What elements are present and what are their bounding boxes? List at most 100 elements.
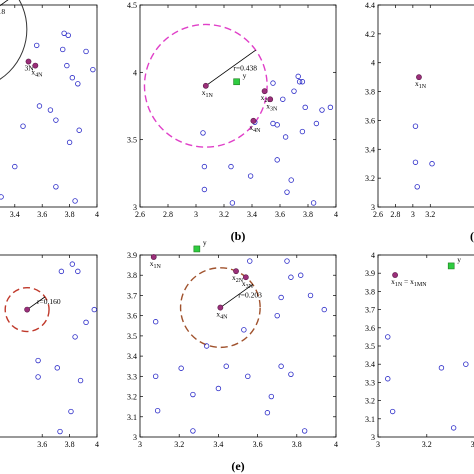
data-point	[274, 157, 280, 163]
x-tick-label: 4	[334, 440, 338, 449]
y-tick-label: 3.3	[127, 372, 137, 381]
data-point	[385, 376, 391, 382]
radius-label: 318	[0, 7, 5, 16]
data-point	[282, 134, 289, 140]
data-point	[203, 343, 210, 349]
data-point	[152, 319, 159, 325]
radius-line	[205, 49, 256, 87]
neighbor-label-main: x	[202, 88, 206, 97]
y-tick-label: 3	[371, 433, 375, 442]
panel-3: 2.62.833.233.23.43.63.844.24.4x1Ny(	[365, 1, 474, 243]
x-tick-label: 3.8	[292, 440, 302, 449]
y-tick-label: 4.5	[127, 1, 137, 10]
data-point	[313, 120, 320, 127]
query-label: y	[243, 71, 247, 80]
x-tick-label: 2.6	[135, 210, 145, 219]
neighbor-label: x3N	[266, 101, 278, 112]
data-point	[68, 408, 74, 415]
data-point	[288, 177, 294, 183]
data-point	[47, 107, 54, 113]
neighbor-label-main: x	[266, 101, 270, 110]
data-point	[291, 88, 297, 94]
y-tick-label: 3.2	[365, 174, 375, 183]
data-point	[299, 79, 306, 85]
panel-6: 3 3.2 3.4 3 3.1 3.2 3.3 3.4 3.5 3.6 3.7 3.8 3.9 4 x1N …	[365, 251, 474, 449]
panel-4: 3.6 3.8 4 r=0.160	[0, 254, 99, 449]
neighbor-label: x1N	[150, 259, 162, 270]
neighbor-point	[416, 74, 422, 81]
data-point	[278, 363, 284, 369]
data-point	[247, 173, 254, 179]
data-point	[83, 319, 89, 326]
y-tick-label: 3.9	[127, 251, 137, 260]
neighbor-point	[150, 254, 157, 260]
data-point	[58, 268, 65, 275]
y-tick-label: 3.6	[127, 312, 137, 321]
neighbor-label-sub: 2N	[236, 278, 244, 284]
data-point	[36, 103, 43, 109]
query-point	[233, 78, 240, 86]
x-tick-label: 3.6	[253, 440, 263, 449]
neighbor-label-main: x	[261, 93, 265, 102]
y-tick-label: 4	[371, 59, 375, 68]
neighbor-point	[261, 88, 268, 95]
data-point	[91, 306, 97, 313]
data-point	[65, 32, 71, 38]
y-tick-label: 3.8	[365, 88, 375, 97]
y-tick-label: 4	[133, 68, 137, 77]
data-point	[284, 258, 290, 264]
neighbor-label-main: x	[391, 277, 395, 286]
y-tick-label: 3.2	[127, 393, 137, 402]
data-point	[321, 306, 327, 313]
x-tick-label: 3.4	[10, 210, 20, 219]
x-tick-label: 3.4	[247, 210, 257, 219]
data-point	[53, 184, 59, 190]
data-point	[152, 373, 159, 380]
data-point	[301, 428, 308, 434]
data-point	[0, 194, 4, 200]
radius-line	[220, 284, 253, 308]
data-point	[228, 163, 234, 170]
data-point	[264, 410, 271, 416]
y-tick-label: 3	[133, 433, 137, 442]
radius-label: r=0.438	[233, 63, 257, 72]
data-point	[298, 272, 304, 278]
data-point	[178, 365, 184, 371]
x-tick-label: 3.6	[37, 210, 47, 219]
neighbor-point	[202, 82, 209, 89]
x-tick-label: 3.8	[65, 210, 75, 219]
y-tick-label: 3.4	[127, 352, 137, 361]
y-tick-label: 3	[371, 203, 375, 212]
plot-frame	[377, 4, 474, 208]
data-point	[69, 75, 76, 81]
neighbor-label: x2N	[232, 273, 244, 284]
plot-frame	[0, 254, 98, 438]
data-point	[201, 163, 208, 170]
y-tick-label: 3.8	[365, 287, 375, 296]
y-tick-label: 3.4	[365, 360, 375, 369]
x-tick-label: 3.4	[471, 440, 474, 449]
x-tick-label: 2.8	[163, 210, 173, 219]
data-point	[69, 261, 76, 267]
x-tick-label: 3	[411, 210, 415, 219]
y-tick-label: 3.5	[365, 342, 375, 351]
data-point	[53, 117, 59, 123]
neighbor-label: x1N = x1MN	[391, 277, 427, 288]
data-point	[299, 128, 306, 135]
neighbor-label-sub: 3N	[270, 106, 278, 112]
data-point	[245, 373, 251, 380]
data-point	[450, 425, 457, 431]
radius-circle	[0, 0, 28, 80]
data-point	[35, 357, 41, 364]
neighbor-label-sub: 1N	[419, 84, 427, 90]
neighbor-point	[25, 58, 32, 65]
query-point	[447, 262, 455, 270]
radius-circle	[143, 23, 268, 148]
neighbor-label-sub: 1N	[153, 264, 161, 270]
data-point	[412, 159, 419, 165]
panel-caption: (	[470, 229, 474, 243]
neighbor-label-main: x	[31, 68, 35, 77]
x-tick-label: 3	[138, 440, 142, 449]
panel-caption: (b)	[231, 229, 246, 243]
